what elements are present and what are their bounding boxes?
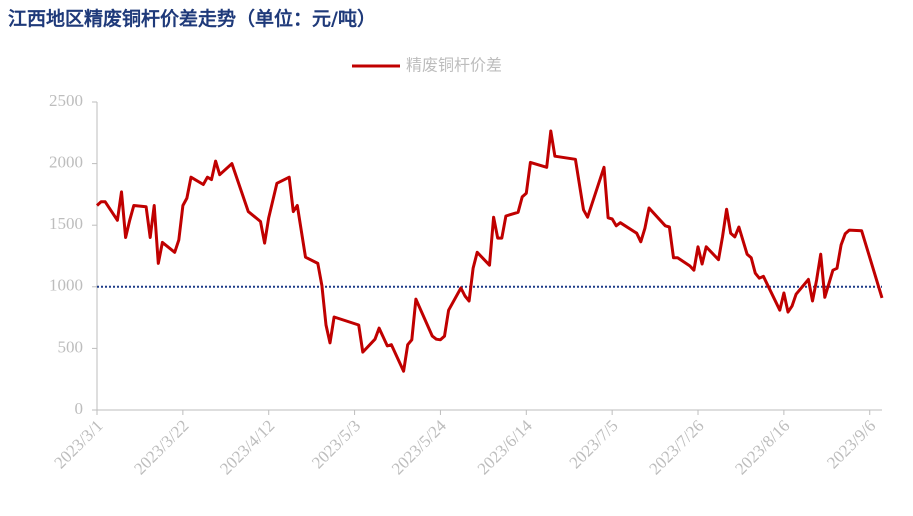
- y-tick-label: 1000: [49, 276, 83, 295]
- chart-title: 江西地区精废铜杆价差走势（单位：元/吨）: [8, 7, 376, 30]
- x-tick-label: 2023/3/1: [50, 416, 106, 472]
- y-tick-label: 0: [75, 399, 84, 418]
- x-tick-label: 2023/5/24: [388, 416, 451, 479]
- x-tick-label: 2023/5/3: [308, 416, 364, 472]
- y-tick-label: 500: [58, 337, 84, 356]
- legend-label: 精废铜杆价差: [406, 56, 502, 75]
- data-line: [95, 129, 884, 373]
- x-tick-label: 2023/8/16: [731, 416, 793, 478]
- x-tick-label: 2023/9/6: [823, 416, 879, 472]
- x-tick-label: 2023/6/14: [474, 416, 537, 479]
- y-tick-label: 1500: [49, 214, 83, 233]
- x-tick-label: 2023/7/26: [645, 416, 707, 478]
- y-tick-label: 2500: [49, 91, 83, 110]
- x-tick-label: 2023/7/5: [566, 416, 622, 472]
- x-tick-label: 2023/4/12: [216, 416, 278, 478]
- y-tick-label: 2000: [49, 153, 83, 172]
- x-tick-label: 2023/3/22: [130, 416, 192, 478]
